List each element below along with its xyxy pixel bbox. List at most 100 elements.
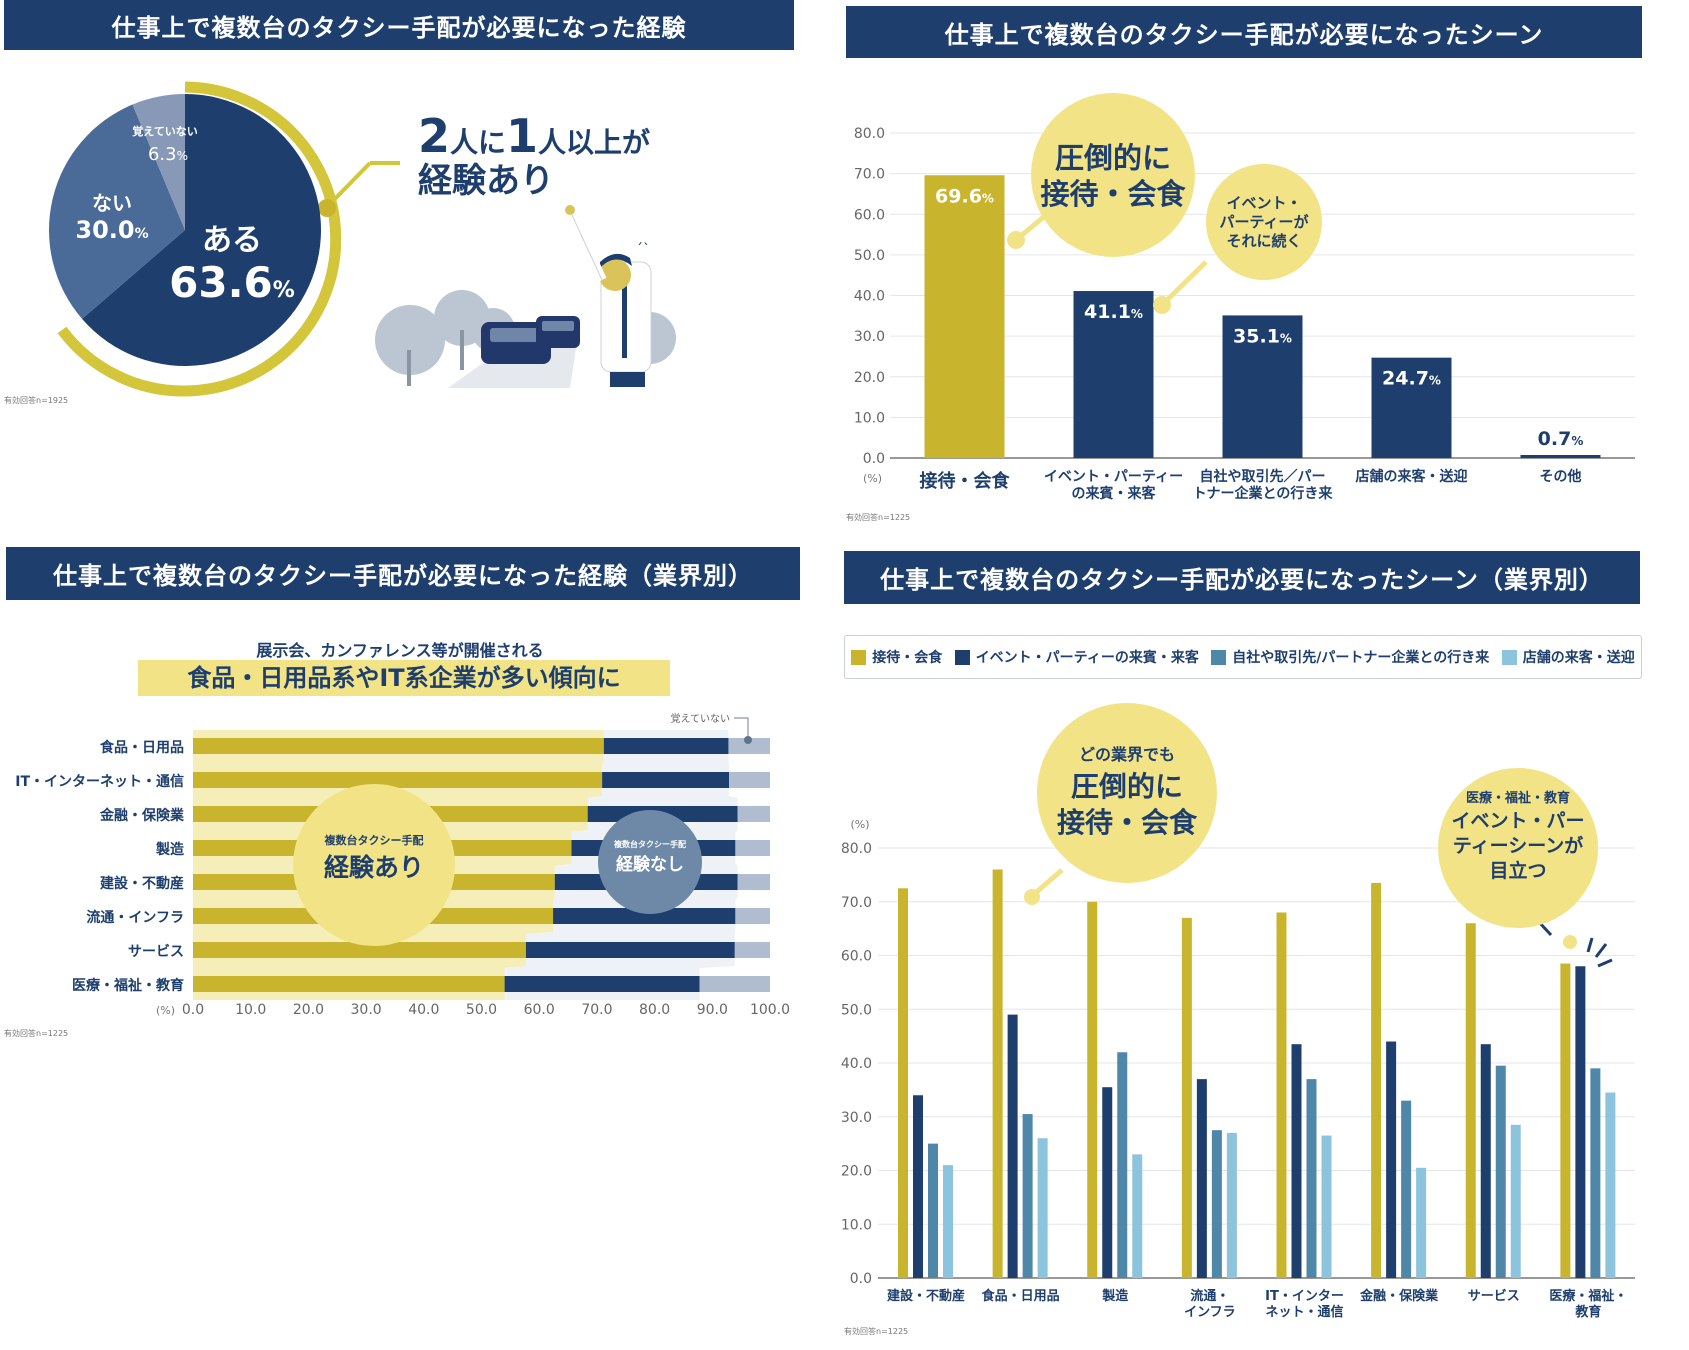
bubble2-text: ティーシーンが [1453,834,1584,857]
y-tick-label: 20.0 [841,1164,872,1180]
slice-label-no: ない [92,191,132,215]
outer-ring-arc [57,81,342,397]
note-n1225-b: 有効回答n=1225 [4,1029,69,1038]
bar [943,1165,953,1278]
category-label: 流通・インフラ [86,909,184,926]
bar [1037,1138,1048,1278]
stack-segment [737,874,770,890]
bubble-all-industries [1037,703,1217,883]
x-tick-label: 50.0 [466,1002,497,1018]
bar [1575,966,1586,1278]
dontknow-leader [734,717,749,738]
x-category-label: インフラ [1184,1305,1236,1320]
stack-segment [504,976,700,992]
bar [1495,1065,1506,1278]
x-category-label: 食品・日用品 [982,1288,1060,1304]
y-tick-label: 60.0 [854,207,885,223]
x-category-label: 建設・不動産 [887,1288,965,1304]
bubble2-pointer [1160,260,1208,307]
panel4-title: 仕事上で複数台のタクシー手配が必要になったシーン（業界別） [844,551,1640,604]
bar [1181,917,1192,1278]
category-label: 食品・日用品 [100,739,184,756]
bubble-no-small: 複数台タクシー手配 [613,839,686,849]
note-n1925: 有効回答n=1925 [4,396,69,405]
pie-slice-1 [49,104,185,319]
bubble2-text: パーティーが [1219,213,1309,231]
legend-item: 自社や取引先/パートナー企業との行き来 [1211,647,1489,667]
stack-segment [734,942,770,958]
stack-segment [193,738,604,754]
taxi-icon-2 [536,316,580,348]
bar [928,1143,938,1278]
bubble1-text: どの業界でも [1079,745,1175,764]
panel-experience-pie: 仕事上で複数台のタクシー手配が必要になった経験 ある 63.6% ない 30.0% 覚え… [0,0,800,420]
bar [1465,923,1476,1278]
y-unit: (%) [850,818,869,831]
stack-segment [737,806,770,822]
category-label: 医療・福祉・教育 [72,977,184,994]
industry-stacked-bar-chart: 食品・日用品 IT・インターネット・通信金融・保険業製造建設・不動産流通・インフラ… [15,712,790,1018]
bubble-no [598,810,702,914]
stack-segment [729,772,770,788]
x-category-label: 接待・会食 [920,470,1011,492]
bar [1073,291,1154,458]
bar [1117,1052,1128,1278]
panel3-subtitle: 展示会、カンファレンス等が開催される [256,641,544,660]
scene-bar-chart: 0.0 10.0 20.0 30.0 40.0 50.0 60.0 70.0 80.0 (%) 69… [854,58,1689,502]
bubble1-dot [1024,889,1040,905]
bar [1386,1041,1397,1278]
slice-value-no: 30.0% [75,216,148,244]
stack-segment [603,738,729,754]
x-tick-label: 40.0 [408,1002,439,1018]
panel-industry-experience: 仕事上で複数台のタクシー手配が必要になった経験（業界別） 展示会、カンファレンス… [0,540,820,1040]
bar [1226,1132,1237,1278]
bar [1196,1079,1207,1278]
y-tick-label: 30.0 [854,329,885,345]
stack-segment [193,772,603,788]
y-tick-label: 60.0 [841,949,872,965]
bar [1371,882,1382,1278]
note-n1225-c: 有効回答n=1225 [844,1327,909,1336]
bubble-medical [1438,768,1598,928]
callout-leader [325,161,372,209]
bubble1-text: 圧倒的に [1055,141,1171,175]
y-tick-label: 80.0 [854,126,885,142]
bar [992,869,1003,1278]
y-tick-label: 80.0 [841,841,872,857]
x-category-label: 教育 [1574,1304,1601,1320]
category-label: IT・インターネット・通信 [15,773,184,790]
bar [1276,912,1287,1278]
bubble2-text: それに続く [1226,232,1301,250]
stack-segment [553,908,736,924]
x-category-label: の来賓・来客 [1072,485,1157,502]
y-tick-label: 50.0 [841,1002,872,1018]
stack-segment [728,738,770,754]
slice-label-dontknow: 覚えていない [131,124,197,138]
bar [1416,1167,1427,1278]
stack-segment [525,942,735,958]
bar [1007,1014,1018,1278]
panel-scene-bars: 仕事上で複数台のタクシー手配が必要になったシーン 0.0 10.0 20.0 30.0… [840,0,1689,530]
dontknow-label: 覚えていない [671,712,731,725]
bar [924,175,1005,458]
legend-swatch [851,649,867,665]
callout-dot [318,199,336,217]
stack-segment [735,908,770,924]
stack-segment [735,840,770,856]
bubble1-text: 接待・会食 [1057,806,1198,839]
bubble2-text: 医療・福祉・教育 [1466,790,1570,806]
emphasis-marks [1586,937,1613,968]
panel3-headline: 食品・日用品系やIT系企業が多い傾向に [138,660,670,696]
x-tick-label: 100.0 [750,1002,790,1018]
bar [1222,315,1303,458]
x-category-label: トナー企業との行き来 [1193,485,1334,502]
stack-segment [193,942,526,958]
bar [1022,1114,1033,1278]
note-n1225-a: 有効回答n=1225 [846,513,911,522]
bubble-dominant [1031,93,1195,257]
x-category-label: サービス [1468,1288,1520,1304]
legend-item: イベント・パーティーの来賓・来客 [954,647,1199,667]
bar [1480,1044,1491,1278]
x-tick-label: 90.0 [697,1002,728,1018]
bar [1371,357,1452,458]
